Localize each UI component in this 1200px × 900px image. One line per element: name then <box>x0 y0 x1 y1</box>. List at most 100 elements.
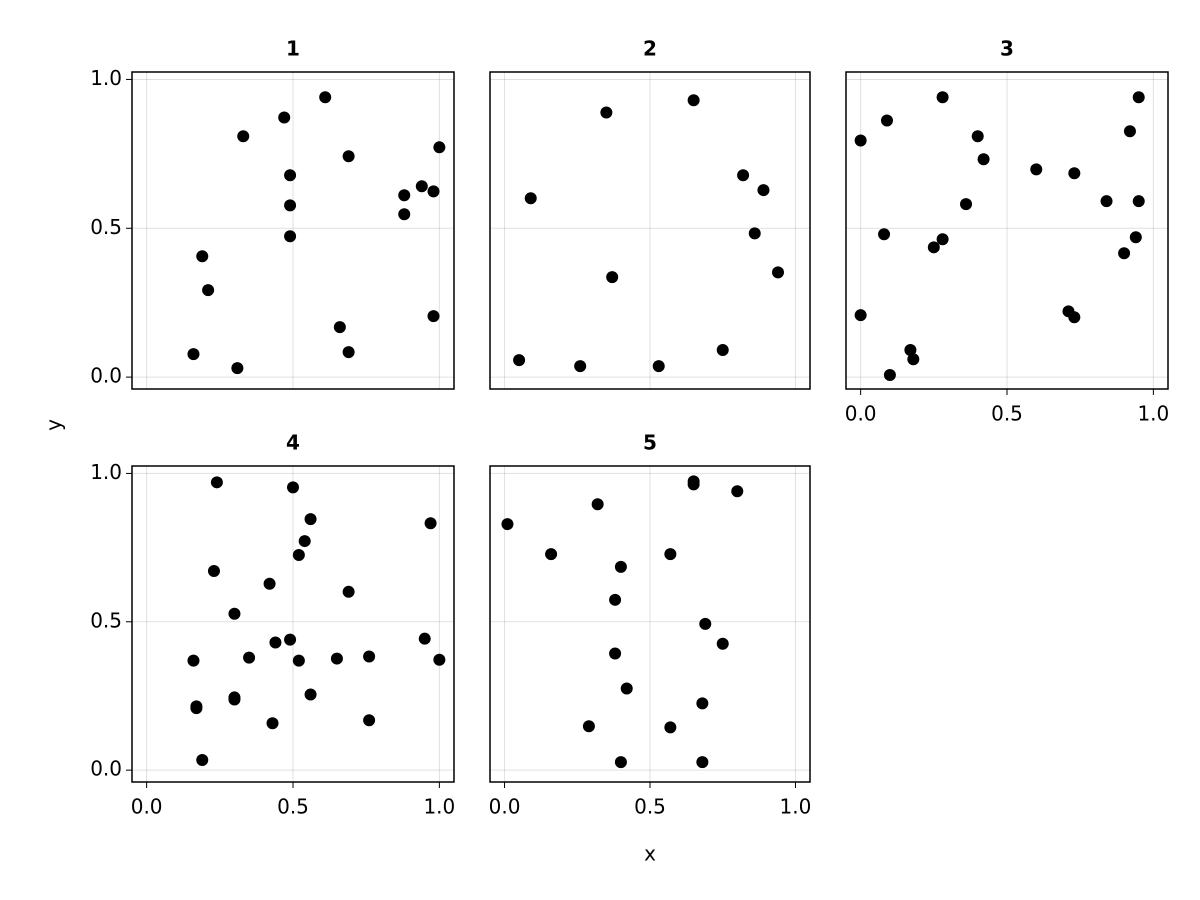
scatter-point <box>936 233 949 246</box>
scatter-point <box>854 134 867 147</box>
panel-title: 4 <box>286 431 300 455</box>
scatter-point <box>284 169 297 182</box>
scatter-point <box>228 693 241 706</box>
panel-title: 2 <box>643 37 657 61</box>
y-tick-label: 0.5 <box>90 215 122 239</box>
scatter-point <box>574 360 587 373</box>
scatter-point <box>1132 91 1145 104</box>
scatter-point <box>609 593 622 606</box>
scatter-point <box>263 577 276 590</box>
y-tick-label: 0.0 <box>90 364 122 388</box>
scatter-point <box>652 360 665 373</box>
scatter-point <box>287 481 299 494</box>
y-axis-label: y <box>42 419 66 431</box>
scatter-point <box>418 632 431 645</box>
scatter-point <box>284 199 297 212</box>
scatter-point <box>398 208 411 221</box>
scatter-point <box>187 348 200 361</box>
scatter-point <box>960 198 973 211</box>
scatter-point <box>304 513 317 526</box>
scatter-point <box>878 228 891 241</box>
scatter-point <box>342 346 355 359</box>
scatter-point <box>620 682 633 695</box>
scatter-point <box>298 535 311 548</box>
scatter-point <box>269 636 282 649</box>
scatter-point <box>600 106 613 119</box>
scatter-point <box>854 309 867 322</box>
scatter-point <box>187 654 200 667</box>
scatter-point <box>716 637 729 650</box>
scatter-point <box>342 585 355 598</box>
x-tick-label: 1.0 <box>423 795 455 819</box>
scatter-point <box>664 721 677 734</box>
scatter-point <box>904 344 917 357</box>
scatter-point <box>284 230 297 243</box>
scatter-point <box>1068 167 1081 180</box>
panel-title: 1 <box>286 37 300 61</box>
scatter-point <box>757 184 770 197</box>
panel-title: 5 <box>643 431 657 455</box>
y-tick-label: 1.0 <box>90 66 122 90</box>
scatter-point <box>363 650 376 663</box>
panel-frame <box>489 465 811 783</box>
scatter-point <box>936 91 949 104</box>
scatter-point <box>415 180 428 193</box>
scatter-point <box>927 241 940 254</box>
scatter-point <box>196 250 209 263</box>
scatter-point <box>427 185 440 198</box>
scatter-point <box>614 756 627 769</box>
scatter-point <box>427 310 440 323</box>
scatter-point <box>748 227 761 240</box>
scatter-point <box>284 633 297 646</box>
scatter-point <box>231 362 244 375</box>
scatter-point <box>319 91 332 104</box>
scatter-point <box>202 284 215 297</box>
scatter-point <box>513 354 526 367</box>
scatter-point <box>883 369 896 382</box>
scatter-point <box>304 688 317 701</box>
scatter-point <box>228 607 241 620</box>
scatter-point <box>772 266 784 279</box>
scatter-point <box>207 565 220 578</box>
x-tick-label: 1.0 <box>1137 402 1169 426</box>
panel-frame <box>489 71 811 390</box>
scatter-point <box>501 518 514 531</box>
scatter-point <box>716 344 729 357</box>
scatter-point <box>696 756 709 769</box>
x-tick-label: 0.0 <box>131 795 163 819</box>
scatter-point <box>1118 247 1131 260</box>
scatter-point <box>1030 163 1043 176</box>
x-tick-label: 0.0 <box>489 795 521 819</box>
panel-frame <box>845 71 1169 390</box>
scatter-point <box>398 189 411 202</box>
scatter-point <box>687 94 700 107</box>
scatter-point <box>977 153 990 166</box>
panel-frame <box>131 465 455 783</box>
y-tick-label: 0.5 <box>90 608 122 632</box>
scatter-point <box>363 714 376 727</box>
x-tick-label: 0.5 <box>991 402 1023 426</box>
scatter-point <box>606 271 619 284</box>
x-axis-label: x <box>644 842 656 866</box>
x-tick-label: 1.0 <box>780 795 812 819</box>
scatter-point <box>342 150 355 163</box>
scatter-point <box>731 485 744 498</box>
scatter-point <box>433 141 446 154</box>
scatter-point <box>737 169 750 182</box>
x-tick-label: 0.5 <box>277 795 309 819</box>
scatter-point <box>609 647 622 660</box>
scatter-point <box>237 130 250 143</box>
scatter-point <box>266 717 279 730</box>
scatter-point <box>1132 195 1145 208</box>
scatter-point <box>687 478 700 491</box>
scatter-point <box>696 697 709 710</box>
scatter-point <box>971 130 984 143</box>
scatter-point <box>1129 231 1142 244</box>
y-tick-label: 1.0 <box>90 460 122 484</box>
scatter-point <box>330 652 343 665</box>
scatter-point <box>243 651 256 664</box>
scatter-point <box>190 702 203 715</box>
scatter-point <box>545 548 558 561</box>
scatter-point <box>664 548 677 561</box>
